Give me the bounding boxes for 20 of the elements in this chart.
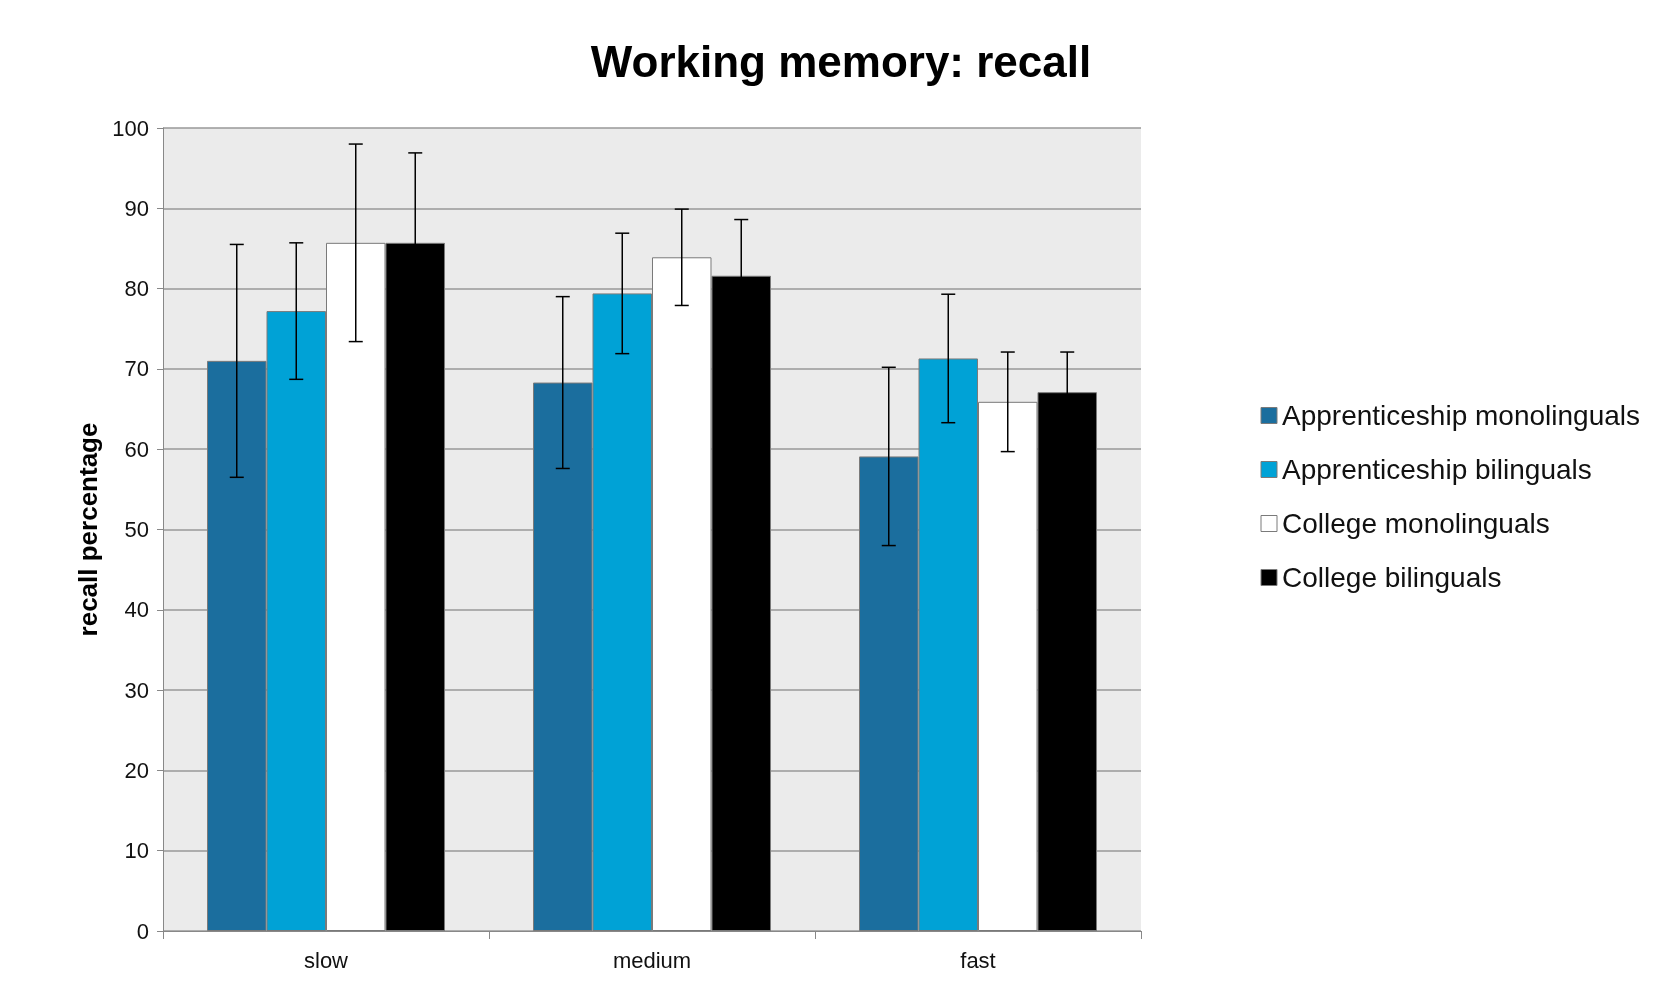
y-tick-label: 40 [124,597,149,623]
y-tick-label: 80 [124,276,149,302]
y-tick-label: 50 [124,517,149,542]
legend-label: Apprenticeship monolinguals [1282,400,1640,431]
y-tick-label: 60 [124,436,149,462]
x-tick-label: slow [303,947,349,973]
y-axis-title: recall percentage [73,422,103,637]
y-tick-label: 30 [124,677,149,703]
y-tick-label: 100 [112,115,149,141]
legend-label: College monolinguals [1282,508,1550,539]
x-tick-label: fast [960,947,996,973]
legend-label: College bilinguals [1282,562,1502,593]
y-tick-label: 10 [124,838,149,864]
y-tick-label: 70 [124,356,149,382]
legend-label: Apprenticeship bilinguals [1282,454,1592,485]
chart-title: Working memory: recall [590,36,1092,86]
x-tick-label: medium [612,947,692,973]
y-tick-label: 20 [124,757,149,783]
y-tick-label: 0 [136,918,149,944]
y-tick-label: 90 [124,195,149,221]
